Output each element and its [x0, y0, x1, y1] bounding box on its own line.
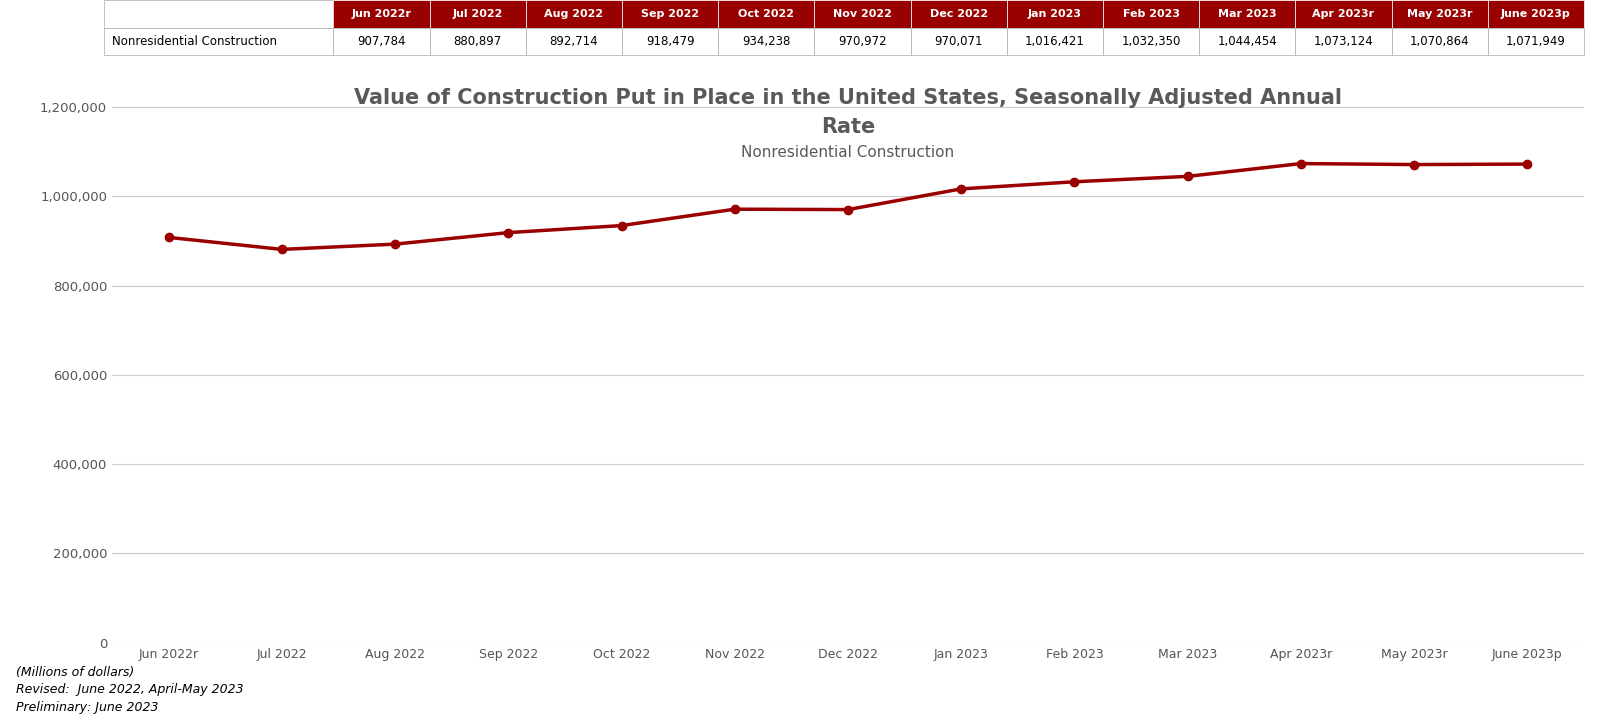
FancyBboxPatch shape [1488, 28, 1584, 55]
FancyBboxPatch shape [1392, 0, 1488, 28]
Text: Nonresidential Construction: Nonresidential Construction [112, 35, 277, 48]
FancyBboxPatch shape [104, 0, 333, 28]
Text: Apr 2023r: Apr 2023r [1312, 9, 1374, 19]
Text: 1,044,454: 1,044,454 [1218, 35, 1277, 48]
FancyBboxPatch shape [104, 28, 333, 55]
Text: June 2023p: June 2023p [1501, 9, 1571, 19]
Text: 1,070,864: 1,070,864 [1410, 35, 1469, 48]
FancyBboxPatch shape [1200, 0, 1296, 28]
FancyBboxPatch shape [910, 28, 1006, 55]
FancyBboxPatch shape [526, 0, 622, 28]
FancyBboxPatch shape [622, 0, 718, 28]
Text: Jun 2022r: Jun 2022r [352, 9, 411, 19]
Text: (Millions of dollars): (Millions of dollars) [16, 666, 134, 679]
Text: 970,972: 970,972 [838, 35, 886, 48]
FancyBboxPatch shape [1006, 0, 1102, 28]
Text: Feb 2023: Feb 2023 [1123, 9, 1179, 19]
Text: Oct 2022: Oct 2022 [738, 9, 794, 19]
Text: Aug 2022: Aug 2022 [544, 9, 603, 19]
FancyBboxPatch shape [1392, 28, 1488, 55]
Text: 934,238: 934,238 [742, 35, 790, 48]
Text: 907,784: 907,784 [357, 35, 406, 48]
Text: Nov 2022: Nov 2022 [834, 9, 891, 19]
FancyBboxPatch shape [526, 28, 622, 55]
Text: 970,071: 970,071 [934, 35, 982, 48]
FancyBboxPatch shape [1296, 0, 1392, 28]
Text: 1,016,421: 1,016,421 [1026, 35, 1085, 48]
Text: Nonresidential Construction: Nonresidential Construction [741, 145, 955, 160]
Text: Preliminary: June 2023: Preliminary: June 2023 [16, 700, 158, 713]
Text: Value of Construction Put in Place in the United States, Seasonally Adjusted Ann: Value of Construction Put in Place in th… [354, 88, 1342, 108]
FancyBboxPatch shape [1488, 0, 1584, 28]
Text: Jan 2023: Jan 2023 [1027, 9, 1082, 19]
FancyBboxPatch shape [1006, 28, 1102, 55]
FancyBboxPatch shape [333, 28, 429, 55]
FancyBboxPatch shape [429, 0, 526, 28]
Text: 1,032,350: 1,032,350 [1122, 35, 1181, 48]
Text: 1,071,949: 1,071,949 [1506, 35, 1566, 48]
FancyBboxPatch shape [814, 0, 910, 28]
Text: 880,897: 880,897 [453, 35, 502, 48]
FancyBboxPatch shape [622, 28, 718, 55]
FancyBboxPatch shape [718, 28, 814, 55]
FancyBboxPatch shape [910, 0, 1006, 28]
Text: Revised:  June 2022, April-May 2023: Revised: June 2022, April-May 2023 [16, 683, 243, 696]
FancyBboxPatch shape [429, 28, 526, 55]
Text: May 2023r: May 2023r [1406, 9, 1472, 19]
Text: 892,714: 892,714 [549, 35, 598, 48]
Text: Rate: Rate [821, 117, 875, 137]
Text: 918,479: 918,479 [646, 35, 694, 48]
Text: Sep 2022: Sep 2022 [642, 9, 699, 19]
FancyBboxPatch shape [333, 0, 429, 28]
FancyBboxPatch shape [1296, 28, 1392, 55]
FancyBboxPatch shape [814, 28, 910, 55]
Text: Mar 2023: Mar 2023 [1218, 9, 1277, 19]
Text: 1,073,124: 1,073,124 [1314, 35, 1373, 48]
FancyBboxPatch shape [718, 0, 814, 28]
Text: Dec 2022: Dec 2022 [930, 9, 987, 19]
FancyBboxPatch shape [1102, 0, 1200, 28]
Text: Jul 2022: Jul 2022 [453, 9, 502, 19]
FancyBboxPatch shape [1200, 28, 1296, 55]
FancyBboxPatch shape [1102, 28, 1200, 55]
